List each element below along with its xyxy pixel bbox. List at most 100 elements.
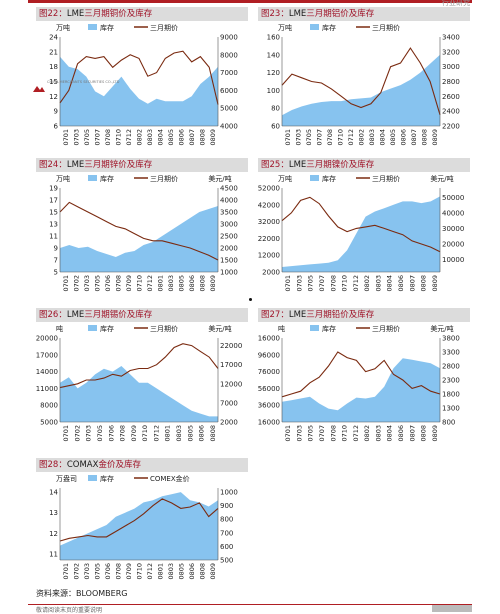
x-tick-label: 0707 — [93, 129, 101, 146]
x-tick-label: 0712 — [352, 275, 360, 292]
left-tick-label: 12 — [49, 530, 58, 538]
x-tick-label: 0707 — [318, 425, 326, 442]
x-tick-label: 0709 — [125, 563, 133, 580]
right-tick-label: 900 — [220, 502, 233, 510]
left-tick-label: 120 — [267, 69, 280, 77]
x-tick-label: 0712 — [347, 129, 355, 146]
left-unit-label: 万吨 — [278, 23, 292, 32]
right-unit-label: 美元/吨 — [208, 174, 231, 183]
x-tick-label: 0705 — [93, 275, 101, 292]
left-unit-label: 万吨 — [56, 174, 70, 183]
x-tick-label: 0705 — [93, 563, 101, 580]
left-tick-label: 116000 — [258, 335, 280, 343]
price-line — [59, 50, 219, 105]
x-tick-label: 0701 — [62, 425, 70, 442]
left-tick-label: 11000 — [36, 385, 58, 393]
x-tick-label: 0804 — [157, 129, 165, 146]
right-unit-label: 美元/吨 — [430, 324, 453, 333]
x-tick-label: 0712 — [146, 275, 154, 292]
left-tick-label: 14 — [49, 489, 58, 497]
legend-price-label: 三月期价 — [372, 175, 400, 183]
right-tick-label: 12000 — [220, 380, 242, 388]
x-tick-label: 0703 — [83, 563, 91, 580]
x-tick-label: 0807 — [408, 275, 416, 292]
left-tick-label: 12 — [49, 93, 58, 101]
chart-cn-title: 三月期锡价及库存 — [84, 310, 153, 320]
right-tick-label: 6000 — [220, 87, 238, 95]
chart-title: 图24：LME三月期锌价及库存 — [36, 158, 248, 172]
chart-cn-title: 三月期镍价及库存 — [306, 160, 375, 170]
right-tick-label: 3500 — [220, 209, 238, 217]
left-tick-label: 160 — [267, 34, 280, 42]
x-tick-label: 0708 — [329, 275, 337, 292]
right-tick-label: 600 — [220, 543, 233, 551]
right-tick-label: 20000 — [442, 241, 464, 249]
x-tick-label: 0701 — [62, 563, 70, 580]
chart-svg-23: 160 140 120 100 80 60 3400 3200 3000 2800 2600 2400… — [267, 23, 460, 146]
x-tick-label: 0712 — [146, 563, 154, 580]
x-tick-label: 0702 — [72, 563, 80, 580]
chart-cn-title: 三月期铜价及库存 — [84, 9, 153, 19]
chart-number: 图25： — [261, 160, 289, 170]
right-tick-label: 2800 — [442, 363, 460, 371]
legend-stock-label: 库存 — [322, 23, 336, 32]
chart-cn-title: 三月期铝价及库存 — [306, 9, 375, 19]
x-tick-label: 0809 — [431, 275, 439, 292]
left-unit-label: 万吨 — [56, 23, 70, 32]
left-tick-label: 96000 — [258, 351, 280, 359]
x-tick-label: 0808 — [199, 563, 207, 580]
price-line — [59, 343, 219, 389]
chart-svg-27: 116000 96000 76000 56000 36000 16000 3800 3300 2… — [258, 324, 460, 442]
left-unit-label: 吨 — [278, 324, 285, 333]
stock-area — [60, 492, 218, 560]
x-tick-label: 0706 — [104, 275, 112, 292]
price-line — [59, 498, 219, 542]
left-tick-label: 14000 — [36, 368, 58, 376]
broker-logo-text: CHINA MERCHANTS SECURITIES CO.,LTD — [47, 80, 120, 84]
chart-panel-24: 图24：LME三月期锌价及库存 19 17 15 13 11 9 7 5 4500 4000 350… — [36, 158, 248, 298]
x-tick-label: 0703 — [72, 129, 80, 146]
x-tick-label: 0703 — [294, 129, 302, 146]
left-tick-label: 18 — [49, 63, 58, 71]
right-tick-label: 2200 — [442, 123, 460, 131]
right-tick-label: 10000 — [442, 256, 464, 264]
x-tick-label: 0809 — [431, 129, 439, 146]
right-tick-label: 500 — [220, 557, 233, 565]
price-line — [281, 196, 441, 253]
x-tick-label: 0803 — [374, 275, 382, 292]
left-tick-label: 11 — [49, 233, 58, 241]
x-tick-label: 0808 — [421, 129, 429, 146]
right-tick-label: 1300 — [442, 405, 460, 413]
left-unit-label: 万吨 — [278, 174, 292, 183]
x-tick-label: 0803 — [368, 129, 376, 146]
header-rule — [28, 0, 472, 3]
right-tick-label: 1500 — [220, 257, 238, 265]
x-tick-label: 0808 — [420, 425, 428, 442]
legend-stock-swatch — [88, 24, 97, 30]
x-tick-label: 0808 — [420, 275, 428, 292]
x-tick-label: 0802 — [363, 425, 371, 442]
x-tick-label: 0802 — [363, 275, 371, 292]
right-tick-label: 2600 — [442, 93, 460, 101]
right-unit-label: 美元/吨 — [430, 174, 453, 183]
x-tick-label: 0803 — [167, 563, 175, 580]
chart-panel-25: 图25：LME三月期镍价及库存 52000 42000 32000 22000 1200… — [258, 158, 470, 298]
chart-metal: LME — [66, 9, 85, 19]
x-tick-label: 0803 — [175, 425, 183, 442]
x-tick-label: 0701 — [62, 129, 70, 146]
x-tick-label: 0803 — [146, 129, 154, 146]
x-tick-label: 0805 — [167, 129, 175, 146]
chart-number: 图24： — [39, 160, 67, 170]
chart-number: 图22： — [39, 9, 67, 19]
header-section-label: 行业研究 — [442, 0, 470, 7]
chart-title: 图28：COMAX金价及库存 — [36, 458, 248, 472]
right-tick-label: 8000 — [220, 51, 238, 59]
left-tick-label: 2000 — [262, 269, 280, 277]
chart-panel-28: 图28：COMAX金价及库存 14 13 12 11 1000 900 800 700 600 5… — [36, 458, 248, 586]
price-line — [59, 201, 219, 261]
left-tick-label: 7 — [54, 257, 58, 265]
chart-metal: LME — [288, 9, 307, 19]
source-note: 资料来源：BLOOMBERG — [36, 589, 128, 598]
right-tick-label: 2400 — [442, 108, 460, 116]
price-line — [281, 351, 441, 398]
